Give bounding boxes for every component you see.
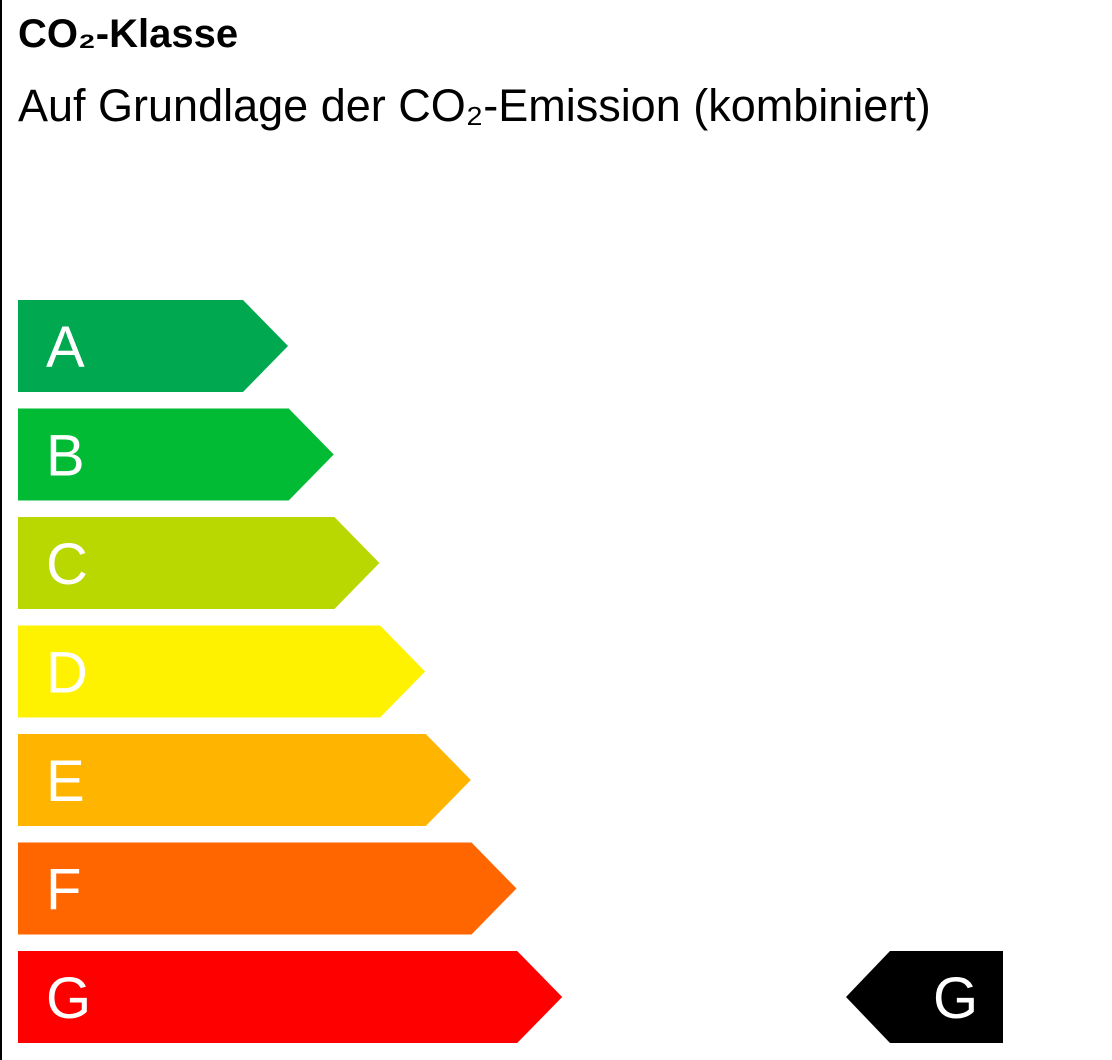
class-label: D bbox=[46, 641, 88, 706]
class-arrow bbox=[18, 625, 426, 718]
label-subtitle: Auf Grundlage der CO₂-Emission (kombinie… bbox=[18, 80, 931, 131]
class-arrow bbox=[18, 517, 380, 609]
class-bar-c: C bbox=[18, 517, 380, 609]
class-bar-d: D bbox=[18, 625, 426, 718]
class-arrow bbox=[18, 951, 563, 1043]
marker-label: G bbox=[933, 966, 978, 1031]
class-bar-b: B bbox=[18, 408, 334, 501]
marker-arrow bbox=[846, 951, 1003, 1043]
current-class-marker: G bbox=[846, 951, 1003, 1043]
class-label: G bbox=[46, 966, 91, 1031]
class-arrow bbox=[18, 734, 471, 826]
class-label: B bbox=[46, 424, 85, 489]
class-label: E bbox=[46, 749, 85, 814]
class-label: A bbox=[46, 315, 85, 380]
class-arrow bbox=[18, 408, 334, 501]
class-bar-f: F bbox=[18, 842, 517, 935]
class-arrow bbox=[18, 842, 517, 935]
label-title: CO₂-Klasse bbox=[18, 12, 239, 56]
class-label: C bbox=[46, 532, 88, 597]
class-arrow bbox=[18, 300, 288, 392]
class-bar-g: G bbox=[18, 951, 563, 1043]
class-label: F bbox=[46, 858, 81, 923]
class-bar-e: E bbox=[18, 734, 471, 826]
class-bar-a: A bbox=[18, 300, 288, 392]
